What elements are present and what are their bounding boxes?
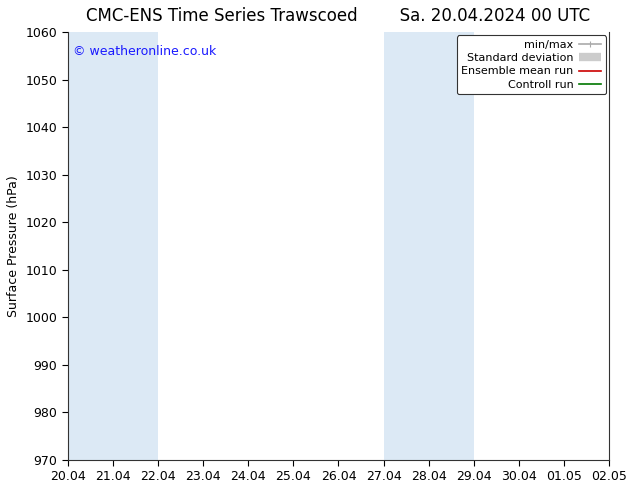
Bar <box>384 32 429 460</box>
Text: © weatheronline.co.uk: © weatheronline.co.uk <box>73 45 216 58</box>
Bar <box>429 32 474 460</box>
Bar <box>68 32 113 460</box>
Legend: min/max, Standard deviation, Ensemble mean run, Controll run: min/max, Standard deviation, Ensemble me… <box>457 35 605 94</box>
Y-axis label: Surface Pressure (hPa): Surface Pressure (hPa) <box>7 175 20 317</box>
Bar <box>113 32 158 460</box>
Title: CMC-ENS Time Series Trawscoed        Sa. 20.04.2024 00 UTC: CMC-ENS Time Series Trawscoed Sa. 20.04.… <box>86 7 590 25</box>
